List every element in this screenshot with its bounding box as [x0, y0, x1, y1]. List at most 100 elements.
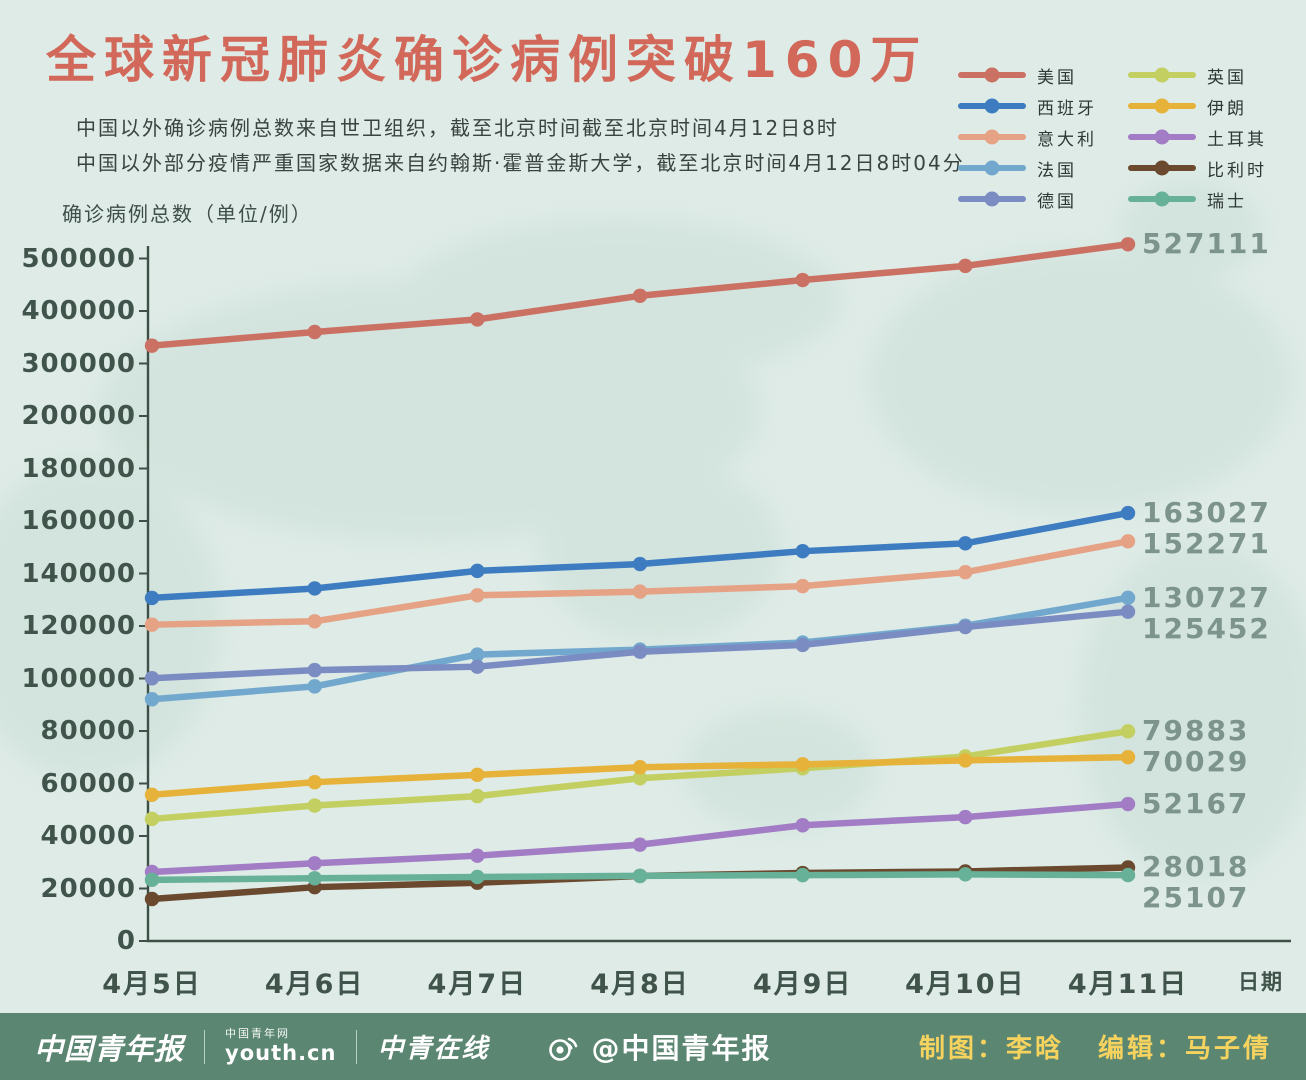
- footer-logos: 中国青年报 中国青年网 youth.cn 中青在线: [34, 1026, 489, 1068]
- legend-marker: [958, 67, 1026, 83]
- legend-marker: [1128, 129, 1196, 145]
- data-point: [795, 637, 810, 653]
- data-point: [632, 771, 648, 786]
- y-tick-label: 60000: [40, 768, 136, 799]
- series-end-label: 527111: [1142, 227, 1271, 261]
- data-point: [795, 578, 810, 594]
- y-tick-label: 100000: [21, 663, 136, 694]
- legend-marker: [1128, 191, 1196, 207]
- data-point: [470, 647, 485, 662]
- legend-dot: [1154, 67, 1170, 83]
- data-point: [958, 564, 973, 580]
- data-point: [632, 760, 648, 775]
- logo-youth-cn: 中国青年网 youth.cn: [225, 1027, 336, 1065]
- x-tick-label: 4月5日: [102, 969, 202, 1000]
- data-point: [144, 590, 160, 606]
- data-point: [144, 891, 160, 907]
- series-end-label: 125452: [1142, 611, 1271, 645]
- data-point: [958, 619, 973, 635]
- legend-label: 美国: [1037, 67, 1077, 88]
- series-end-label: 79883: [1142, 714, 1250, 748]
- data-point: [470, 869, 485, 885]
- series-end-label: 70029: [1142, 745, 1250, 779]
- y-tick-label: 20000: [40, 873, 136, 904]
- legend-dot: [1154, 160, 1170, 176]
- data-point: [1120, 534, 1136, 549]
- weibo-handle: @中国青年报: [591, 1031, 772, 1065]
- page-title: 全球新冠肺炎确诊病例突破160万: [46, 31, 929, 89]
- data-point: [632, 837, 648, 852]
- legend-item: 法国: [958, 157, 1108, 181]
- data-point: [470, 563, 485, 579]
- data-point: [632, 868, 648, 884]
- data-point: [958, 258, 973, 274]
- data-point: [144, 811, 160, 827]
- data-point: [470, 767, 485, 783]
- series-end-label: 25107: [1142, 881, 1250, 915]
- legend-label: 法国: [1037, 160, 1077, 181]
- y-tick-label: 500000: [21, 243, 136, 274]
- legend-marker: [958, 129, 1026, 145]
- series-line-3: [148, 538, 1132, 628]
- x-tick-label: 4月7日: [427, 969, 528, 1000]
- legend-label: 西班牙: [1037, 98, 1097, 119]
- legend-label: 英国: [1207, 67, 1247, 88]
- data-point: [1120, 749, 1136, 765]
- legend-label: 德国: [1037, 191, 1077, 212]
- data-point: [1120, 237, 1136, 252]
- y-tick-label: 200000: [21, 401, 136, 431]
- data-point: [307, 774, 322, 790]
- legend-label: 土耳其: [1207, 129, 1267, 150]
- y-tick-label: 180000: [21, 453, 136, 484]
- data-point: [144, 692, 160, 707]
- legend-marker: [1128, 67, 1196, 83]
- footer-bar: 中国青年报 中国青年网 youth.cn 中青在线 @中国青年报 制图：李晗 编…: [0, 1013, 1306, 1080]
- data-point: [958, 753, 973, 768]
- data-point: [1120, 796, 1136, 812]
- data-point: [1120, 604, 1136, 619]
- data-point: [632, 556, 648, 572]
- data-point: [632, 288, 648, 303]
- y-tick-label: 300000: [21, 348, 136, 379]
- data-point: [632, 644, 648, 659]
- data-point: [958, 536, 973, 551]
- data-point: [144, 787, 160, 802]
- legend-item: 意大利: [958, 126, 1108, 150]
- legend-item: 瑞士: [1128, 188, 1278, 212]
- data-point: [470, 312, 485, 327]
- series-end-label: 152271: [1142, 527, 1271, 561]
- series-end-label: 130727: [1142, 580, 1271, 614]
- series-end-label: 163027: [1142, 496, 1271, 530]
- weibo-account: @中国青年报: [545, 1027, 771, 1067]
- legend-dot: [1154, 191, 1170, 207]
- legend-dot: [984, 160, 1000, 176]
- y-tick-label: 40000: [40, 821, 136, 851]
- legend-item: 德国: [958, 188, 1108, 212]
- data-point: [307, 662, 322, 678]
- logo-zhongqing-zaixian: 中青在线: [377, 1034, 490, 1064]
- legend-item: 伊朗: [1128, 95, 1278, 119]
- logo-youth-cn-label: 中国青年网: [225, 1027, 291, 1041]
- data-point: [470, 659, 485, 674]
- data-point: [307, 798, 322, 813]
- credit-maker: 制图：李晗: [918, 1034, 1064, 1064]
- data-point: [307, 679, 322, 694]
- data-point: [1120, 590, 1136, 606]
- data-point: [958, 867, 973, 882]
- subtitle-line-1: 中国以外确诊病例总数来自世卫组织，截至北京时间截至北京时间4月12日8时: [76, 116, 839, 140]
- footer-divider: [204, 1029, 206, 1064]
- legend-item: 西班牙: [958, 95, 1108, 119]
- y-tick-label: 0: [116, 926, 136, 956]
- data-point: [307, 856, 322, 871]
- weibo-icon: [549, 1037, 578, 1061]
- subtitle-line-2: 中国以外部分疫情严重国家数据来自约翰斯·霍普金斯大学，截至北京时间4月12日8时…: [76, 151, 965, 175]
- legend-label: 比利时: [1207, 160, 1267, 181]
- legend-column-2: 英国伊朗土耳其比利时瑞士: [1128, 64, 1278, 212]
- legend-item: 美国: [958, 64, 1108, 88]
- y-tick-label: 80000: [40, 716, 136, 746]
- data-point: [795, 867, 810, 883]
- x-tick-label: 4月8日: [590, 969, 690, 1000]
